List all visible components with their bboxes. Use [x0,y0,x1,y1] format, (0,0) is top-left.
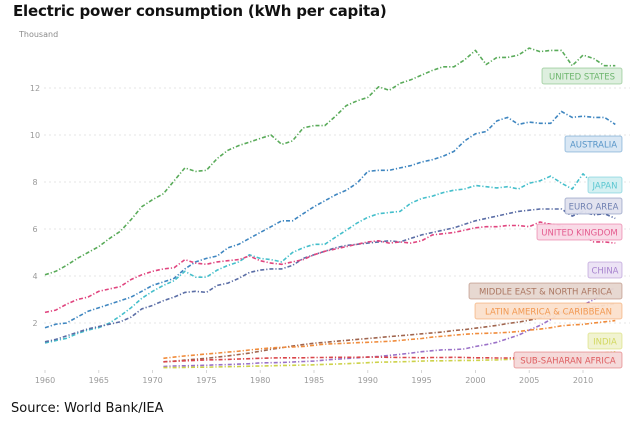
series-label-united-states: UNITED STATES [541,67,623,85]
series-line-australia [44,110,616,329]
series-label-united-kingdom: UNITED KINGDOM [536,223,623,241]
series-label-text: JAPAN [592,182,618,192]
series-label-euro-area: EURO AREA [564,197,623,215]
y-tick-label: 4 [32,272,37,281]
series-label-text: UNITED STATES [549,73,615,83]
series-label-text: UNITED KINGDOM [541,229,618,239]
series-line-euro-area [44,208,616,343]
series-labels: UNITED STATES AUSTRALIA JAPAN EURO AREA UNIT… [468,67,623,369]
y-tick-label: 2 [32,319,37,328]
x-tick-label: 1990 [358,376,378,385]
x-tick-label: 2005 [519,376,539,385]
y-tick-label: 6 [32,225,37,234]
x-tick-label: 1970 [142,376,162,385]
series-label-sub-saharan-africa: SUB-SAHARAN AFRICA [513,351,623,369]
series-label-text: EURO AREA [569,203,619,213]
x-tick-label: 2000 [465,376,485,385]
chart-title: Electric power consumption (kWh per capi… [13,2,387,20]
series-line-sub-saharan-africa [163,356,616,363]
x-tick-label: 1985 [304,376,324,385]
series-label-text: LATIN AMERICA & CARIBBEAN [485,308,612,318]
x-tick-label: 1980 [250,376,270,385]
series-lines [44,47,616,369]
series-label-text: MIDDLE EAST & NORTH AFRICA [479,288,612,298]
series-line-china [163,287,616,368]
series-label-japan: JAPAN [587,176,623,194]
x-tick-label: 1960 [35,376,55,385]
y-axis-unit-label: Thousand [19,30,59,39]
x-tick-label: 2010 [573,376,593,385]
series-line-united-states [44,47,616,276]
y-tick-label: 8 [32,178,37,187]
y-tick-label: 10 [30,131,40,140]
series-label-india: INDIA [587,332,623,350]
source-note: Source: World Bank/IEA [11,401,164,416]
line-chart: 2 4 6 8 10 12 1960 1965 1970 1975 1980 1985 1990 199… [30,47,630,385]
x-tick-label: 1995 [411,376,431,385]
series-line-japan [44,173,605,344]
series-label-latin-america-caribbean: LATIN AMERICA & CARIBBEAN [474,302,623,320]
series-label-text: AUSTRALIA [570,141,617,151]
series-label-text: CHINA [591,267,618,277]
series-label-australia: AUSTRALIA [564,135,623,153]
y-tick-label: 12 [30,84,40,93]
x-tick-label: 1965 [89,376,109,385]
x-axis-ticks: 1960 1965 1970 1975 1980 1985 1990 1995 2000 2005… [35,370,593,385]
series-label-china: CHINA [587,261,623,279]
series-line-india [163,351,616,369]
series-line-latin-america-caribbean [163,319,616,360]
series-line-united-kingdom [44,221,616,314]
y-axis-ticks: 2 4 6 8 10 12 [30,84,40,328]
series-label-text: INDIA [593,338,617,348]
series-label-middle-east-north-africa: MIDDLE EAST & NORTH AFRICA [468,282,623,300]
x-tick-label: 1975 [196,376,216,385]
series-label-text: SUB-SAHARAN AFRICA [520,357,616,367]
